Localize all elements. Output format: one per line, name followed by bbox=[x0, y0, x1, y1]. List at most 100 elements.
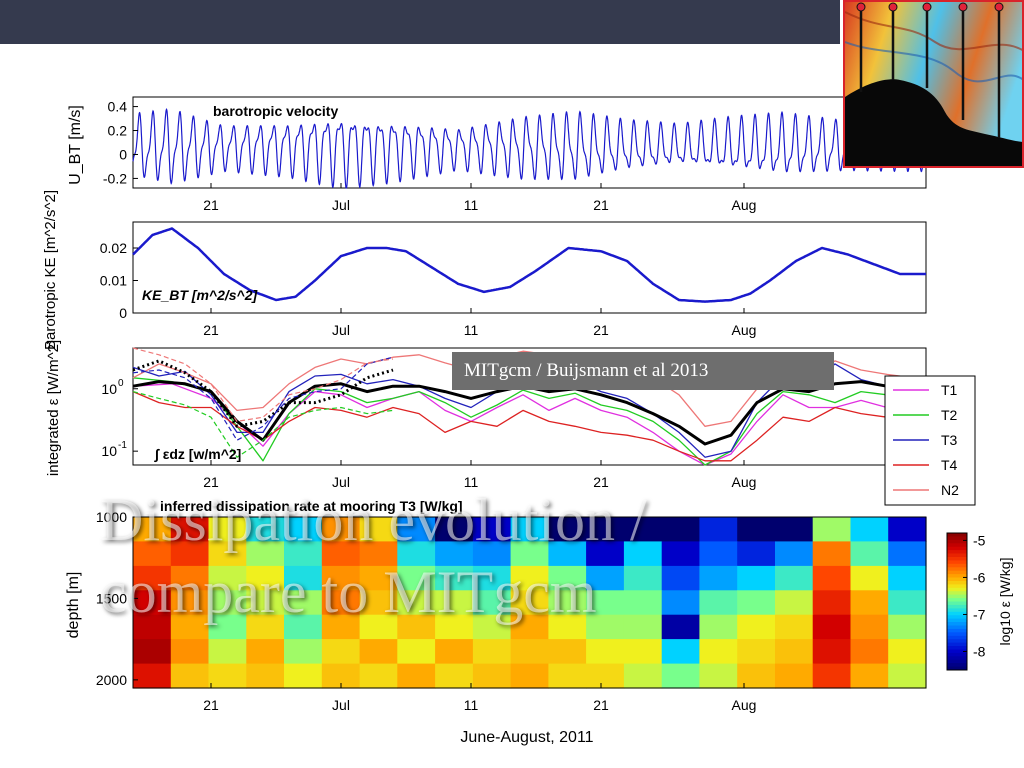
heatmap-cell bbox=[623, 614, 663, 640]
heatmap-cell bbox=[775, 663, 814, 689]
heatmap-cell bbox=[812, 639, 852, 665]
heatmap-ylabel: depth [m] bbox=[65, 572, 82, 639]
colorbar-segment bbox=[947, 666, 967, 671]
x-tick-label: 21 bbox=[203, 322, 219, 338]
heatmap-cell bbox=[699, 590, 738, 616]
heatmap-cell bbox=[850, 663, 889, 689]
heatmap-cell bbox=[812, 590, 852, 616]
heatmap-cell bbox=[812, 517, 852, 542]
heatmap-cell bbox=[133, 614, 172, 640]
y-tick-label: 0.2 bbox=[108, 123, 128, 139]
panel-ke: KE_BT [m^2/s^2] 0.02 0.01 0 21 Jul 11 21 Aug B… bbox=[42, 190, 927, 350]
x-tick-label: 11 bbox=[464, 697, 479, 713]
heatmap-cell bbox=[133, 517, 172, 542]
colorbar-segment bbox=[947, 608, 967, 613]
heatmap-cell bbox=[246, 614, 285, 640]
ke-series bbox=[132, 227, 926, 303]
panel2-annotation: KE_BT [m^2/s^2] bbox=[142, 287, 258, 303]
heatmap-cell bbox=[737, 565, 776, 591]
y-tick-exponent: 0 bbox=[118, 378, 124, 389]
heatmap-cell bbox=[133, 663, 172, 689]
x-tick-label: 21 bbox=[203, 197, 219, 213]
heatmap-cell bbox=[397, 614, 436, 640]
x-tick-label: 21 bbox=[593, 322, 609, 338]
heatmap-cell bbox=[699, 517, 738, 542]
heatmap-cell bbox=[133, 590, 172, 616]
colorbar-segment bbox=[947, 652, 967, 657]
colorbar-segment bbox=[947, 656, 967, 661]
x-tick-label: 11 bbox=[464, 197, 479, 213]
heatmap-cell bbox=[812, 614, 852, 640]
source-banner: MITgcm / Buijsmann et al 2013 bbox=[452, 352, 834, 390]
panel3-ylabel: integrated ε [W/m^2] bbox=[45, 340, 62, 476]
series-t2 bbox=[132, 377, 914, 466]
heatmap-cell bbox=[699, 663, 738, 689]
colorbar-segment bbox=[947, 639, 967, 644]
heatmap-cell bbox=[812, 663, 852, 689]
heatmap-cell bbox=[775, 590, 814, 616]
heatmap-cell bbox=[284, 590, 323, 616]
panel-heatmap: inferred dissipation rate at mooring T3 … bbox=[65, 498, 1013, 746]
colorbar-segment bbox=[947, 591, 967, 596]
colorbar-segment bbox=[947, 663, 967, 667]
heatmap-cell bbox=[284, 614, 323, 640]
legend-label: T3 bbox=[941, 432, 958, 448]
heatmap-cell bbox=[850, 639, 889, 665]
heatmap-cell bbox=[737, 639, 776, 665]
heatmap-cell bbox=[359, 614, 398, 640]
heatmap-cell bbox=[472, 590, 512, 616]
colorbar-segment bbox=[947, 570, 967, 575]
x-tick-label: Aug bbox=[732, 474, 757, 490]
colorbar-segment bbox=[947, 550, 967, 554]
x-tick-label: 21 bbox=[203, 474, 219, 490]
heatmap-cell bbox=[850, 614, 889, 640]
heatmap-cell bbox=[284, 663, 323, 689]
heatmap-cell bbox=[435, 541, 474, 567]
heatmap-cell bbox=[170, 663, 210, 689]
heatmap-cell bbox=[170, 541, 210, 567]
heatmap-cell bbox=[170, 639, 210, 665]
heatmap-cell bbox=[246, 590, 285, 616]
colorbar-segment bbox=[947, 601, 967, 606]
heatmap-cell bbox=[775, 517, 814, 542]
heatmap-cell bbox=[133, 639, 172, 665]
heatmap-cell bbox=[397, 663, 436, 689]
heatmap-cell bbox=[699, 541, 738, 567]
heatmap-cell bbox=[208, 565, 247, 591]
heatmap-cell bbox=[548, 517, 587, 542]
heatmap-cell bbox=[699, 639, 738, 665]
heatmap-cell bbox=[472, 517, 512, 542]
heatmap-cell bbox=[661, 614, 701, 640]
colorbar-segment bbox=[947, 625, 967, 630]
y-tick-label: 0.02 bbox=[100, 240, 127, 256]
heatmap-cell bbox=[586, 517, 625, 542]
heatmap-cell bbox=[133, 541, 172, 567]
y-tick-label: 1000 bbox=[96, 509, 127, 525]
x-tick-label: Aug bbox=[732, 197, 757, 213]
header-bar bbox=[0, 0, 840, 44]
heatmap-xlabel: June-August, 2011 bbox=[460, 729, 593, 746]
heatmap-cell bbox=[737, 614, 776, 640]
heatmap-cell bbox=[397, 590, 436, 616]
legend-label: T1 bbox=[941, 382, 958, 398]
heatmap-cell bbox=[246, 517, 285, 542]
colorbar-tick-label: -5 bbox=[973, 532, 986, 548]
heatmap-cell bbox=[850, 590, 889, 616]
colorbar-segment bbox=[947, 646, 967, 650]
velocity-series bbox=[132, 108, 927, 189]
heatmap-cell bbox=[586, 565, 625, 591]
heatmap-cell bbox=[472, 614, 512, 640]
heatmap-cell bbox=[435, 590, 474, 616]
heatmap-cell bbox=[775, 639, 814, 665]
heatmap-cell bbox=[510, 517, 549, 542]
x-tick-label: Jul bbox=[332, 197, 350, 213]
series-t1 bbox=[132, 383, 914, 466]
heatmap-cell bbox=[888, 565, 927, 591]
series-mitgcm-t3 bbox=[132, 356, 394, 441]
heatmap-cell bbox=[661, 590, 701, 616]
heatmap-cell bbox=[888, 541, 927, 567]
heatmap-cell bbox=[737, 590, 776, 616]
heatmap-cell bbox=[737, 517, 776, 542]
legend-label: N2 bbox=[941, 482, 959, 498]
y-tick-label: 0 bbox=[119, 305, 127, 321]
